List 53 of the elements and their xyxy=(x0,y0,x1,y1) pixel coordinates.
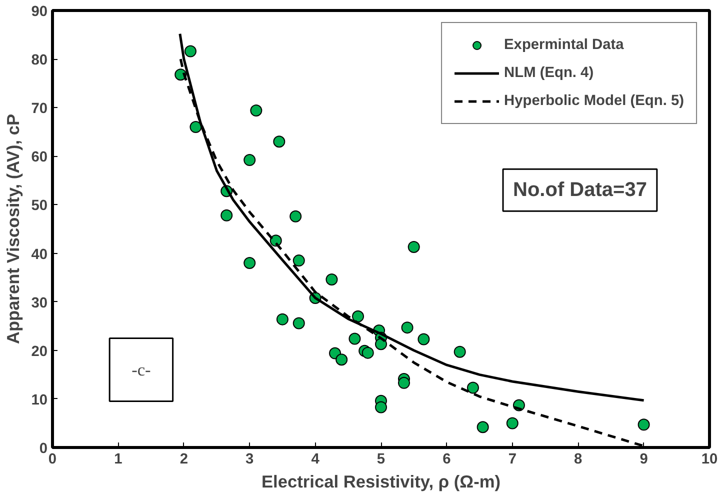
point xyxy=(466,382,479,394)
y-tick-label: 50 xyxy=(31,198,48,214)
y-tick-label: 10 xyxy=(31,392,48,408)
annotation: No.of Data=37 xyxy=(513,179,647,202)
point xyxy=(408,240,420,253)
x-tick-label: 5 xyxy=(376,452,386,468)
point xyxy=(476,421,489,434)
legend-label: NLM (Eqn. 4) xyxy=(504,65,594,81)
point xyxy=(220,209,233,222)
point xyxy=(348,332,361,345)
point xyxy=(276,313,288,326)
point xyxy=(375,401,387,414)
x-tick-label: 9 xyxy=(640,452,648,468)
point xyxy=(190,121,202,134)
x-tick-label: 1 xyxy=(114,452,122,468)
legend-label: Expermintal Data xyxy=(504,37,624,53)
point xyxy=(292,317,305,330)
x-tick-label: 6 xyxy=(442,452,451,468)
x-tick-label: 3 xyxy=(246,452,254,468)
x-tick-label: 2 xyxy=(180,452,188,468)
point xyxy=(273,136,286,148)
x-tick-label: 4 xyxy=(311,452,320,468)
y-tick-label: 0 xyxy=(39,441,48,457)
x-tick-label: 10 xyxy=(701,452,718,468)
point xyxy=(244,257,256,269)
point xyxy=(184,45,196,58)
point xyxy=(290,210,302,222)
y-axis-title: Apparent Viscosity, (AV), cP xyxy=(3,114,24,344)
point xyxy=(326,274,338,286)
y-tick-label: 80 xyxy=(31,52,48,69)
point xyxy=(352,310,364,322)
y-tick-label: 60 xyxy=(31,150,48,166)
y-tick-label: 20 xyxy=(31,344,48,360)
point xyxy=(292,254,305,267)
point xyxy=(454,346,466,358)
point xyxy=(506,417,518,430)
x-tick-label: 8 xyxy=(574,452,582,468)
y-tick-label: 30 xyxy=(31,295,48,312)
y-tick-label: 40 xyxy=(31,246,48,263)
point xyxy=(336,354,348,366)
point xyxy=(362,346,374,359)
x-tick-label: 7 xyxy=(508,452,516,468)
point xyxy=(418,333,430,346)
point xyxy=(244,154,256,166)
point xyxy=(401,322,414,334)
y-tick-label: 90 xyxy=(31,4,48,20)
x-axis-title: Electrical Resistivity, ρ (Ω-m) xyxy=(261,472,501,492)
legend-label: Hyperbolic Model (Eqn. 5) xyxy=(504,93,684,109)
point xyxy=(398,376,410,389)
point xyxy=(250,104,262,117)
y-tick-label: 70 xyxy=(31,101,48,118)
point xyxy=(638,418,650,431)
annotation: -c- xyxy=(132,360,152,380)
